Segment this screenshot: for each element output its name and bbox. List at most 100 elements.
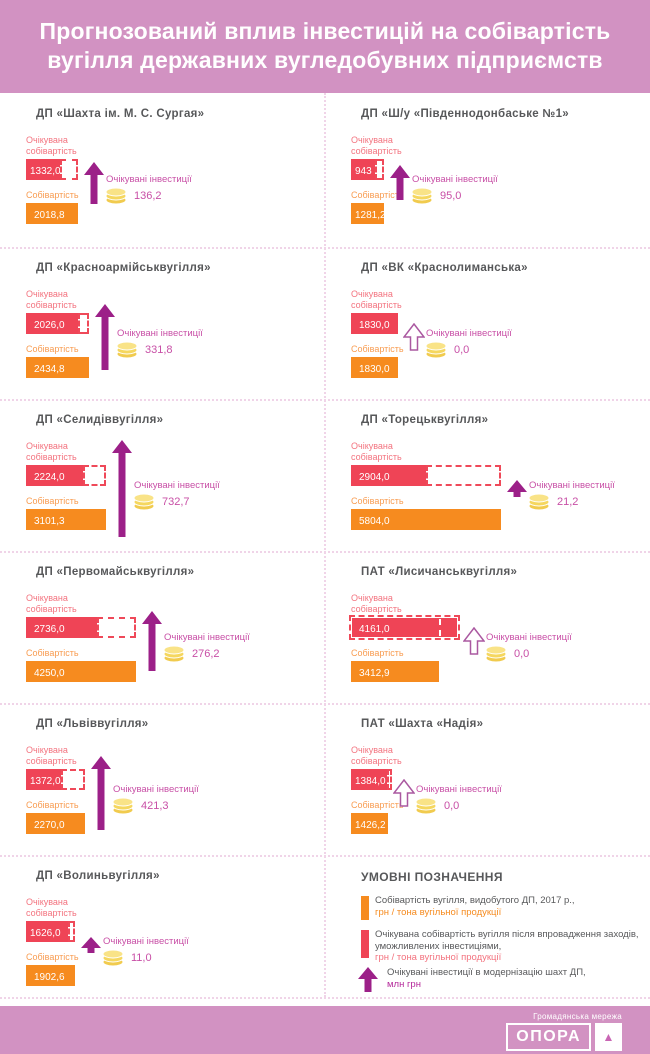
- expected-cost-bar: 1384,0: [351, 769, 387, 790]
- opora-triangle-icon: ▲: [595, 1023, 622, 1051]
- investments-label: Очікувані інвестиції: [426, 328, 512, 339]
- expected-cost-label-line1: Очікувана: [351, 441, 393, 451]
- cost-bar: 5804,0: [351, 509, 501, 530]
- cost-label: Собівартість: [351, 344, 404, 354]
- expected-cost-dashed-extension: [78, 313, 89, 334]
- expected-cost-label-line2: собівартість: [26, 604, 77, 614]
- row-divider: [0, 997, 650, 999]
- company-name: ДП «Ш/у «Південнодонбаське №1»: [361, 108, 569, 120]
- company-name: ДП «Торецьквугілля»: [361, 414, 489, 426]
- coins-icon: [425, 341, 447, 359]
- investment-value: 11,0: [131, 952, 152, 964]
- company-panel: ДП «Волиньвугілля» Очікувана собівартість 1…: [0, 855, 325, 1007]
- company-name: ДП «ВК «Краснолиманська»: [361, 262, 528, 274]
- investments-label: Очікувані інвестиції: [117, 328, 203, 339]
- investment-value: 421,3: [141, 800, 169, 812]
- opora-wordmark: ОПОРА: [506, 1023, 591, 1051]
- cost-swatch: [361, 896, 369, 920]
- cost-value: 1281,2: [355, 210, 386, 221]
- network-caption: Громадянська мережа: [533, 1012, 622, 1021]
- legend-item-text: Собівартість вугілля, видобутого ДП, 201…: [375, 895, 575, 906]
- coins-icon: [411, 187, 433, 205]
- expected-cost-fill: [352, 618, 457, 637]
- cost-label: Собівартість: [351, 800, 404, 810]
- cost-label: Собівартість: [26, 648, 79, 658]
- column-divider: [324, 93, 326, 997]
- investments-label: Очікувані інвестиції: [486, 632, 572, 643]
- expected-cost-label: Очікувана собівартість: [351, 289, 402, 311]
- expected-cost-label-line1: Очікувана: [26, 593, 68, 603]
- company-panel: ПАТ «Лисичанськвугілля» Очікувана собіварт…: [325, 551, 650, 703]
- investment-arrow-icon: [84, 162, 104, 204]
- cost-bar: 1902,6: [26, 965, 75, 986]
- investments-label: Очікувані інвестиції: [416, 784, 502, 795]
- investment-value: 136,2: [134, 190, 162, 202]
- investments-label: Очікувані інвестиції: [103, 936, 189, 947]
- company-panel: ДП «Красноармійськвугілля» Очікувана собів…: [0, 247, 325, 399]
- expected-cost-bar: 2224,0: [26, 465, 83, 486]
- investments-label: Очікувані інвестиції: [113, 784, 199, 795]
- investment-arrow-icon: [142, 611, 162, 671]
- expected-cost-dashed-extension: [426, 465, 501, 486]
- expected-cost-label: Очікувана собівартість: [26, 289, 77, 311]
- company-name: ДП «Волиньвугілля»: [36, 870, 160, 882]
- investments-label: Очікувані інвестиції: [106, 174, 192, 185]
- expected-cost-dashed-extension: [61, 769, 85, 790]
- cost-bar: 3412,9: [351, 661, 439, 682]
- expected-cost-label-line2: собівартість: [351, 604, 402, 614]
- company-name: ДП «Селидіввугілля»: [36, 414, 164, 426]
- expected-cost-label: Очікувана собівартість: [26, 745, 77, 767]
- investment-value: 0,0: [514, 648, 530, 660]
- expected-cost-label-line1: Очікувана: [26, 745, 68, 755]
- cost-label: Собівартість: [351, 496, 404, 506]
- expected-cost-dashed-extension: [375, 159, 384, 180]
- expected-cost-label-line2: собівартість: [351, 452, 402, 462]
- expected-cost-label-line1: Очікувана: [351, 745, 393, 755]
- expected-cost-bar: 943: [351, 159, 375, 180]
- company-panel: ДП «Шахта ім. М. С. Сургая» Очікувана собі…: [0, 93, 325, 245]
- expected-cost-label: Очікувана собівартість: [26, 593, 77, 615]
- company-name: ПАТ «Шахта «Надія»: [361, 718, 484, 730]
- expected-cost-dashed-extension: [97, 617, 136, 638]
- cost-bar: 4250,0: [26, 661, 136, 682]
- cost-value: 4250,0: [34, 668, 65, 679]
- investment-value: 21,2: [557, 496, 579, 508]
- footer: Громадянська мережа ОПОРА ▲: [0, 1006, 650, 1054]
- cost-label: Собівартість: [26, 952, 79, 962]
- expected-cost-value: 2904,0: [359, 472, 390, 483]
- cost-value: 1902,6: [34, 972, 65, 983]
- investments-label: Очікувані інвестиції: [412, 174, 498, 185]
- expected-cost-dashed-extension: [60, 159, 78, 180]
- coins-icon: [415, 797, 437, 815]
- investment-arrow-icon: [81, 937, 101, 953]
- cost-label: Собівартість: [26, 344, 79, 354]
- investment-arrow-icon: [463, 627, 485, 655]
- expected-cost-value: 2736,0: [34, 624, 65, 635]
- expected-cost-label-line2: собівартість: [26, 908, 77, 918]
- expected-cost-bar: 1626,0: [26, 921, 68, 942]
- cost-bar: 3101,3: [26, 509, 106, 530]
- cost-value: 5804,0: [359, 516, 390, 527]
- cost-bar: 2018,8: [26, 203, 78, 224]
- expected-cost-label-line2: собівартість: [26, 756, 77, 766]
- coins-icon: [133, 493, 155, 511]
- cost-bar: 1830,0: [351, 357, 398, 378]
- expected-cost-bar: 2904,0: [351, 465, 426, 486]
- expected-cost-label-line2: собівартість: [26, 452, 77, 462]
- expected-cost-bar: 1372,0: [26, 769, 61, 790]
- cost-label: Собівартість: [351, 648, 404, 658]
- company-name: ДП «Шахта ім. М. С. Сургая»: [36, 108, 205, 120]
- company-panel: ДП «ВК «Краснолиманська» Очікувана собівар…: [325, 247, 650, 399]
- legend-item-expected-cost: Очікувана собівартість вугілля після впр…: [361, 929, 643, 964]
- cost-value: 1830,0: [359, 364, 390, 375]
- cost-label: Собівартість: [26, 800, 79, 810]
- legend-item-investments: Очікувані інвестиції в модернізацію шахт…: [358, 967, 643, 992]
- expected-cost-label-line1: Очікувана: [351, 593, 393, 603]
- expected-cost-value: 943: [355, 166, 372, 177]
- coins-icon: [116, 341, 138, 359]
- investment-value: 0,0: [454, 344, 470, 356]
- expected-cost-value: 1384,0: [355, 776, 386, 787]
- expected-cost-value: 1332,0: [30, 166, 61, 177]
- expected-cost-label-line1: Очікувана: [26, 441, 68, 451]
- investment-value: 0,0: [444, 800, 460, 812]
